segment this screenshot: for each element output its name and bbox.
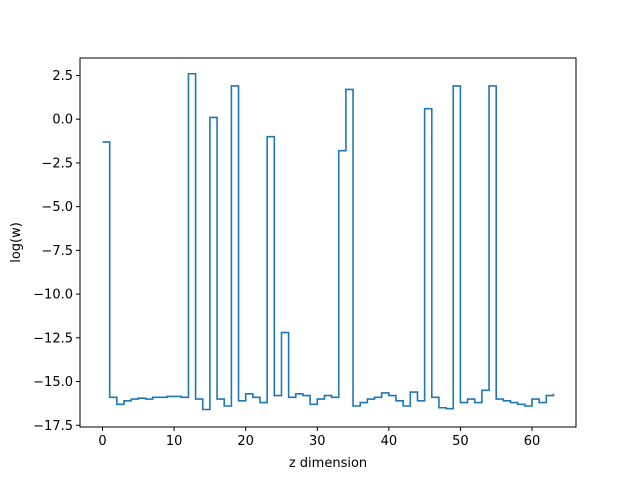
series-layer <box>102 72 555 411</box>
x-tick-label: 50 <box>452 434 469 449</box>
y-tick-label: −10.0 <box>33 288 73 303</box>
y-tick-label: 2.5 <box>52 69 73 84</box>
y-tick-label: −5.0 <box>41 200 73 215</box>
y-tick-label: −12.5 <box>33 331 73 346</box>
y-tick-label: −7.5 <box>41 244 73 259</box>
x-tick-label: 0 <box>98 434 106 449</box>
axes-frame <box>79 57 577 428</box>
x-tick-label: 10 <box>166 434 183 449</box>
x-axis-label: z dimension <box>289 456 367 471</box>
y-axis-label: log(w) <box>9 222 24 263</box>
x-tick-label: 60 <box>524 434 541 449</box>
x-tick-label: 20 <box>237 434 254 449</box>
y-tick-label: 0.0 <box>52 113 73 128</box>
y-ticks: 2.5 0.0 −2.5 −5.0 −7.5 −10.0 −12.5 −15.0 −17.5 <box>33 69 80 434</box>
y-tick-label: −15.0 <box>33 375 73 390</box>
x-ticks: 0 10 20 30 40 50 60 <box>98 427 540 449</box>
y-tick-label: −2.5 <box>41 156 73 171</box>
y-tick-label: −17.5 <box>33 419 73 434</box>
x-tick-label: 40 <box>381 434 398 449</box>
plot-area <box>80 58 576 427</box>
series-line-0 <box>102 72 555 411</box>
x-tick-label: 30 <box>309 434 326 449</box>
